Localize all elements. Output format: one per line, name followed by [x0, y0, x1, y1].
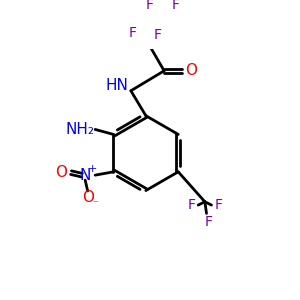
Text: F: F	[145, 0, 153, 12]
Text: O: O	[55, 165, 67, 180]
Text: F: F	[172, 0, 180, 12]
Text: N: N	[80, 168, 91, 183]
Text: O: O	[185, 63, 197, 78]
Text: +: +	[88, 164, 97, 173]
Text: HN: HN	[105, 78, 128, 93]
Text: F: F	[204, 215, 212, 229]
Text: NH₂: NH₂	[66, 122, 95, 137]
Text: O: O	[82, 190, 94, 205]
Text: F: F	[128, 26, 136, 40]
Text: F: F	[214, 198, 222, 212]
Text: F: F	[154, 28, 161, 42]
Text: ⁻: ⁻	[92, 199, 98, 209]
Text: F: F	[188, 198, 196, 212]
